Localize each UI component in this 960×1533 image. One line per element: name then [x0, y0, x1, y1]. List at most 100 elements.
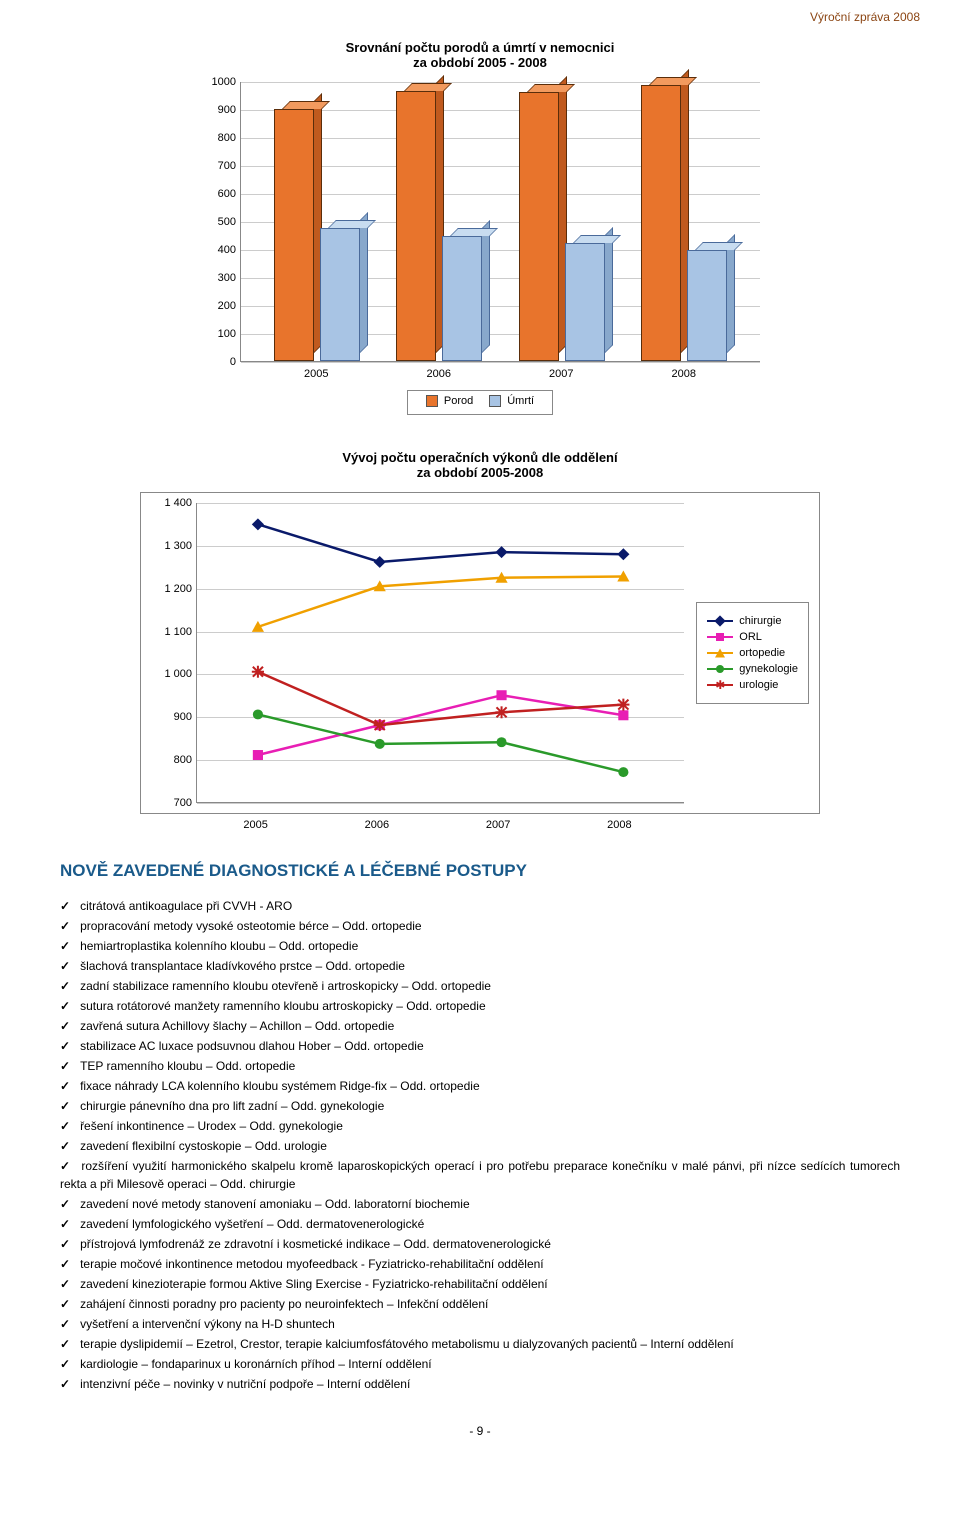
- list-item: zavedení flexibilní cystoskopie – Odd. u…: [60, 1136, 900, 1156]
- legend-line-icon: [707, 620, 733, 622]
- bar-chart-xtick: 2007: [500, 368, 623, 380]
- legend-line-icon: [707, 636, 733, 638]
- list-item: TEP ramenního kloubu – Odd. ortopedie: [60, 1056, 900, 1076]
- bar-chart-ytick: 400: [201, 244, 236, 256]
- bar-chart-ytick: 700: [201, 160, 236, 172]
- line-marker: [496, 737, 506, 747]
- line-marker: [374, 719, 386, 731]
- line-chart-xtick: 2006: [316, 819, 437, 831]
- bar-group: [378, 91, 500, 361]
- bar-group: [501, 92, 623, 361]
- bar-chart-plot: 01002003004005006007008009001000: [240, 82, 760, 362]
- list-item: zahájení činnosti poradny pro pacienty p…: [60, 1294, 900, 1314]
- list-item: rozšíření využití harmonického skalpelu …: [60, 1156, 900, 1194]
- bar-chart-ytick: 100: [201, 328, 236, 340]
- line-chart-ytick: 1 000: [157, 668, 192, 680]
- list-item: sutura rotátorové manžety ramenního klou…: [60, 996, 900, 1016]
- bar-chart-xtick: 2005: [255, 368, 378, 380]
- bar: [565, 243, 605, 361]
- bar: [519, 92, 559, 361]
- line-marker: [495, 706, 507, 718]
- legend-label: gynekologie: [739, 663, 798, 675]
- bar: [442, 236, 482, 361]
- section-title: NOVĚ ZAVEDENÉ DIAGNOSTICKÉ A LÉČEBNÉ POS…: [60, 861, 900, 881]
- line-series: [258, 714, 623, 772]
- bar: [396, 91, 436, 361]
- legend-item: gynekologie: [707, 663, 798, 675]
- line-series: [258, 695, 623, 755]
- bar: [641, 85, 681, 361]
- list-item: terapie dyslipidemií – Ezetrol, Crestor,…: [60, 1334, 900, 1354]
- list-item: intenzivní péče – novinky v nutriční pod…: [60, 1374, 900, 1394]
- legend-line-icon: [707, 668, 733, 670]
- line-chart-ytick: 1 300: [157, 540, 192, 552]
- list-item: zavedení lymfologického vyšetření – Odd.…: [60, 1214, 900, 1234]
- line-series: [258, 672, 623, 725]
- legend-label: chirurgie: [739, 615, 781, 627]
- line-chart-title: Vývoj počtu operačních výkonů dle odděle…: [140, 450, 820, 480]
- line-chart-legend: chirurgie ORL ortopedie gynekologie ✱ urologi…: [696, 602, 809, 704]
- line-chart-ytick: 700: [157, 797, 192, 809]
- line-marker: [618, 767, 628, 777]
- legend-swatch-icon: [426, 395, 438, 407]
- line-chart-xtick: 2005: [195, 819, 316, 831]
- bar-group: [256, 109, 378, 361]
- line-marker: [496, 690, 506, 700]
- legend-line-icon: ✱: [707, 684, 733, 686]
- line-marker: [253, 750, 263, 760]
- line-marker: [253, 709, 263, 719]
- list-item: terapie močové inkontinence metodou myof…: [60, 1254, 900, 1274]
- line-series: [258, 576, 623, 626]
- legend-item: Porod: [426, 395, 473, 407]
- legend-marker-icon: [715, 649, 725, 658]
- list-item: kardiologie – fondaparinux u koronárních…: [60, 1354, 900, 1374]
- list-item: vyšetření a intervenční výkony na H-D sh…: [60, 1314, 900, 1334]
- legend-marker-icon: [716, 665, 724, 673]
- list-item: citrátová antikoagulace při CVVH - ARO: [60, 896, 900, 916]
- bar-chart-ytick: 200: [201, 300, 236, 312]
- line-marker: [252, 518, 264, 530]
- list-item: zavedení kinezioterapie formou Aktive Sl…: [60, 1274, 900, 1294]
- legend-label: urologie: [739, 679, 778, 691]
- list-item: stabilizace AC luxace podsuvnou dlahou H…: [60, 1036, 900, 1056]
- list-item: propracování metody vysoké osteotomie bé…: [60, 916, 900, 936]
- legend-label: Porod: [444, 395, 473, 407]
- legend-line-icon: [707, 652, 733, 654]
- legend-label: ORL: [739, 631, 762, 643]
- line-chart-ytick: 900: [157, 711, 192, 723]
- legend-label: Úmrtí: [507, 395, 534, 407]
- procedures-list: citrátová antikoagulace při CVVH - AROpr…: [60, 896, 900, 1394]
- legend-marker-icon: [715, 615, 726, 626]
- header-report-title: Výroční zpráva 2008: [810, 10, 920, 24]
- line-chart-ytick: 800: [157, 754, 192, 766]
- legend-label: ortopedie: [739, 647, 785, 659]
- list-item: zadní stabilizace ramenního kloubu otevř…: [60, 976, 900, 996]
- line-series: [258, 524, 623, 562]
- bar-chart-container: Srovnání počtu porodů a úmrtí v nemocnic…: [200, 40, 760, 415]
- bar-chart-ytick: 500: [201, 216, 236, 228]
- line-marker: [617, 548, 629, 560]
- bar-chart-legend: Porod Úmrtí: [407, 390, 553, 415]
- line-chart-plot: 7008009001 0001 1001 2001 3001 400: [196, 503, 684, 803]
- list-item: zavřená sutura Achillovy šlachy – Achill…: [60, 1016, 900, 1036]
- line-chart-xtick: 2007: [438, 819, 559, 831]
- line-chart-ytick: 1 200: [157, 583, 192, 595]
- bar-chart-ytick: 0: [201, 356, 236, 368]
- bar-chart-ytick: 800: [201, 132, 236, 144]
- bar: [320, 228, 360, 361]
- bar-chart-xtick: 2006: [378, 368, 501, 380]
- bar: [274, 109, 314, 361]
- bar-chart-ytick: 600: [201, 188, 236, 200]
- legend-item: chirurgie: [707, 615, 798, 627]
- legend-marker-icon: ✱: [715, 678, 725, 692]
- line-marker: [617, 699, 629, 711]
- line-chart-ytick: 1 400: [157, 497, 192, 509]
- line-marker: [495, 546, 507, 558]
- line-chart-container: Vývoj počtu operačních výkonů dle odděle…: [140, 450, 820, 831]
- legend-item: ORL: [707, 631, 798, 643]
- bar-chart-ytick: 1000: [201, 76, 236, 88]
- legend-swatch-icon: [489, 395, 501, 407]
- legend-item: ✱ urologie: [707, 679, 798, 691]
- legend-item: ortopedie: [707, 647, 798, 659]
- list-item: fixace náhrady LCA kolenního kloubu syst…: [60, 1076, 900, 1096]
